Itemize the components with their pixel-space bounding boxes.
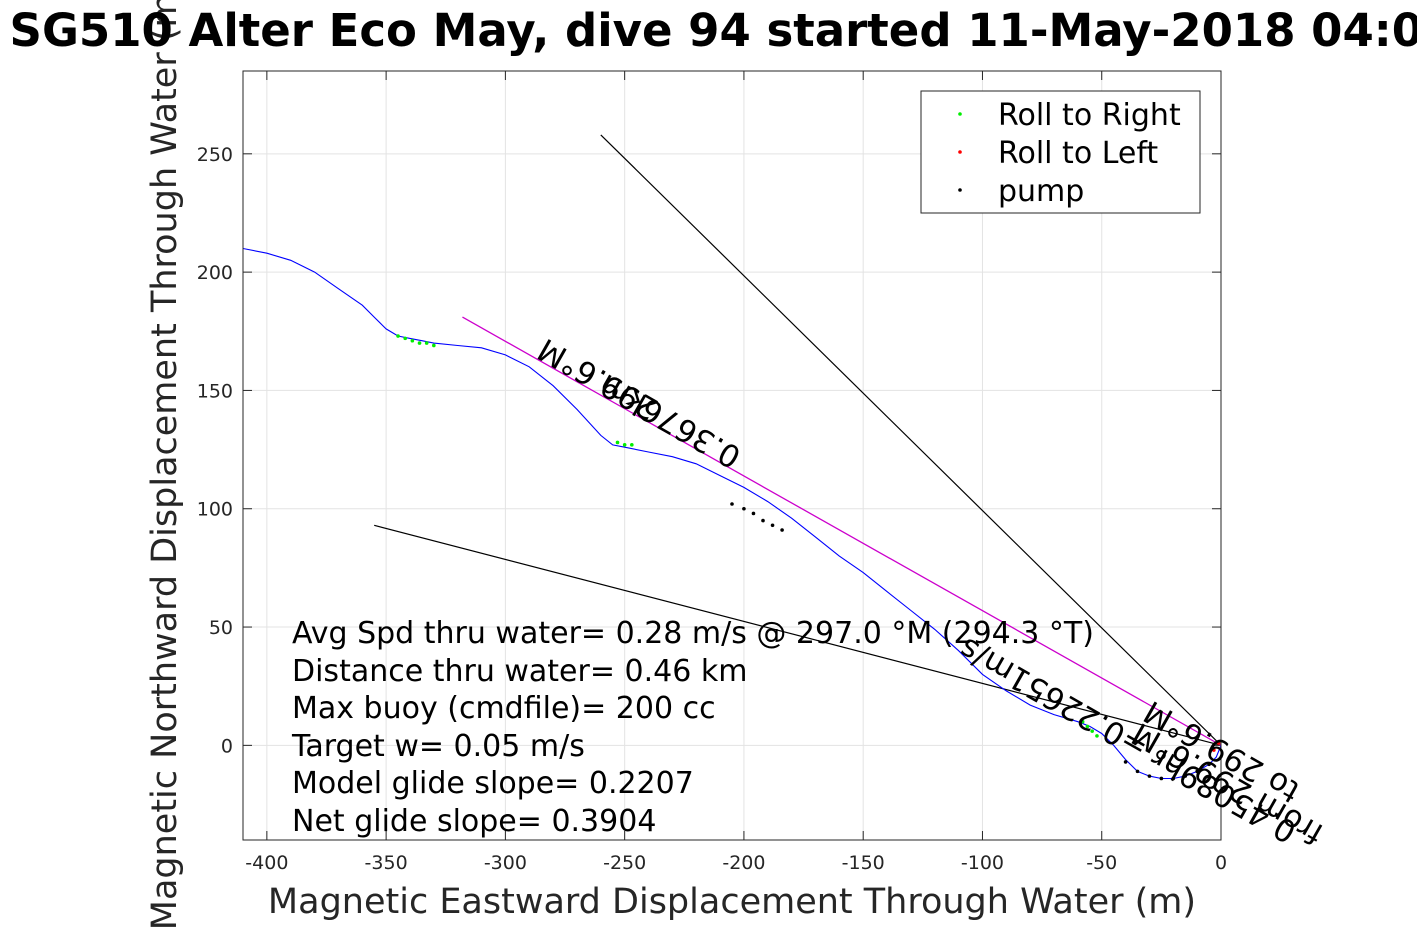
tick-labels: -400 -350 -300 -250 -200 -150 -100 -50 0 0 50 100 15… (197, 144, 1227, 874)
roll-right-point (403, 336, 408, 341)
pump-point (1195, 769, 1199, 774)
y-tick-label: 250 (197, 144, 233, 166)
legend-marker-pump (958, 188, 962, 192)
roll-right-point (630, 443, 634, 447)
stats-block: Avg Spd thru water= 0.28 m/s @ 297.0 °M … (291, 616, 1094, 839)
roll-right-point (410, 338, 415, 343)
x-tick-label: -150 (842, 852, 885, 874)
heading-line (462, 316, 1221, 746)
x-tick-label: -250 (603, 852, 646, 874)
stat-model-glide-slope: Model glide slope= 0.2207 (292, 766, 694, 801)
chart-title: SG510 Alter Eco May, dive 94 started 11-… (10, 4, 1417, 57)
reference-line (600, 134, 1221, 746)
y-tick-label: 50 (209, 617, 233, 639)
legend-marker-roll-right (958, 112, 962, 116)
pump-point (730, 502, 734, 506)
pump-point (1135, 769, 1140, 774)
y-axis-label: Magnetic Northward Displacement Through … (145, 0, 185, 930)
x-tick-label: -200 (722, 852, 765, 874)
pump-point (1147, 774, 1152, 778)
roll-right-point (1080, 719, 1085, 724)
roll-right-point (1090, 729, 1094, 733)
x-tick-label: -400 (245, 852, 288, 874)
x-axis-label: Magnetic Eastward Displacement Through W… (268, 882, 1196, 922)
x-tick-label: -350 (365, 852, 408, 874)
legend-label-roll-right: Roll to Right (998, 98, 1181, 133)
stat-target-w: Target w= 0.05 m/s (291, 729, 585, 764)
reference-line (374, 524, 1221, 746)
pump-point (1183, 774, 1188, 778)
pump-point (780, 528, 784, 532)
stat-max-buoy: Max buoy (cmdfile)= 200 cc (292, 691, 716, 726)
y-tick-label: 100 (197, 499, 233, 521)
pump-point (761, 518, 765, 523)
x-tick-label: 0 (1215, 852, 1227, 874)
legend-label-roll-left: Roll to Left (998, 136, 1158, 171)
pump-point (751, 511, 756, 516)
pump-point (1159, 776, 1164, 781)
roll-right-point (424, 341, 429, 345)
stat-distance: Distance thru water= 0.46 km (292, 654, 747, 689)
roll-left-point (1216, 741, 1221, 745)
y-tick-label: 200 (197, 262, 233, 284)
pump-point (1207, 762, 1211, 767)
point-series (396, 334, 1221, 781)
x-tick-label: -300 (484, 852, 527, 874)
pump-point (742, 506, 746, 511)
roll-right-point (432, 343, 436, 348)
pump-point (1123, 760, 1128, 764)
roll-right-point (1085, 724, 1090, 729)
x-tick-label: -50 (1086, 852, 1117, 874)
pump-point (770, 523, 775, 528)
axis-ticks (243, 71, 1222, 840)
heading-line-mark (462, 316, 1221, 746)
x-tick-label: -100 (961, 852, 1004, 874)
reference-lines (374, 134, 1221, 746)
roll-right-point (396, 334, 400, 338)
legend-marker-roll-left (958, 150, 962, 154)
plot-content (243, 134, 1221, 781)
legend-box (920, 90, 1201, 214)
y-tick-label: 150 (197, 380, 233, 402)
roll-right-point (615, 440, 620, 445)
stat-avg-speed: Avg Spd thru water= 0.28 m/s @ 297.0 °M … (292, 616, 1094, 651)
roll-right-point (622, 443, 627, 447)
pump-point (1171, 776, 1176, 781)
roll-right-point (1095, 734, 1099, 738)
y-tick-label: 0 (221, 735, 233, 757)
stat-net-glide-slope: Net glide slope= 0.3904 (292, 804, 656, 839)
roll-right-point (417, 341, 422, 345)
legend-label-pump: pump (998, 174, 1084, 209)
axes-box (242, 70, 1222, 841)
legend: Roll to Right Roll to Left pump (920, 90, 1201, 214)
roll-left-point (1212, 748, 1216, 752)
